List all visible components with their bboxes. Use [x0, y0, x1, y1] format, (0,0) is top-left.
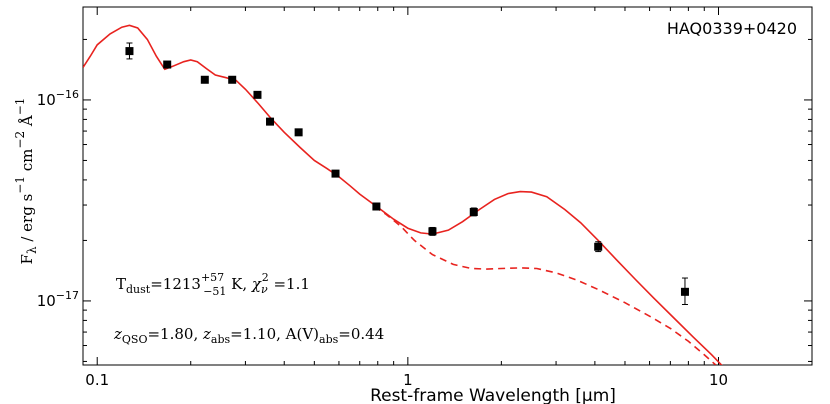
data-point — [372, 202, 381, 211]
dust-temperature-annotation: Tdust=1213+57 −51 K, χν2 =1.1 — [116, 271, 310, 298]
data-point — [228, 75, 237, 84]
x-tick-label: 0.1 — [85, 371, 109, 389]
plot-frame — [82, 6, 813, 366]
data-point — [266, 117, 275, 126]
y-tick-label: 10−16 — [37, 88, 79, 109]
data-point — [200, 75, 209, 84]
x-tick-label: 10 — [709, 371, 728, 389]
object-name-label: HAQ0339+0420 — [667, 19, 797, 38]
data-point — [469, 207, 478, 216]
data-point — [331, 169, 340, 178]
data-point — [125, 47, 134, 56]
plot-area: 0.1 1 10 10−17 10−16 — [37, 6, 813, 389]
model-curve-hot-dust — [83, 24, 723, 365]
data-point — [428, 227, 437, 236]
redshift-annotation: zQSO=1.80, zabs=1.10, A(V)abs=0.44 — [113, 325, 384, 346]
x-axis-title: Rest-frame Wavelength [μm] — [370, 386, 616, 404]
data-point — [163, 60, 172, 69]
data-point — [253, 90, 262, 99]
model-curve-no-hot-dust — [373, 205, 717, 365]
data-point — [594, 242, 603, 251]
data-point — [680, 287, 689, 296]
y-tick-label: 10−17 — [37, 289, 79, 310]
y-axis-title: Fλ / erg s−1 cm−2 Å−1 — [13, 98, 39, 265]
x-tick-label: 1 — [403, 371, 413, 389]
data-point — [294, 128, 303, 137]
